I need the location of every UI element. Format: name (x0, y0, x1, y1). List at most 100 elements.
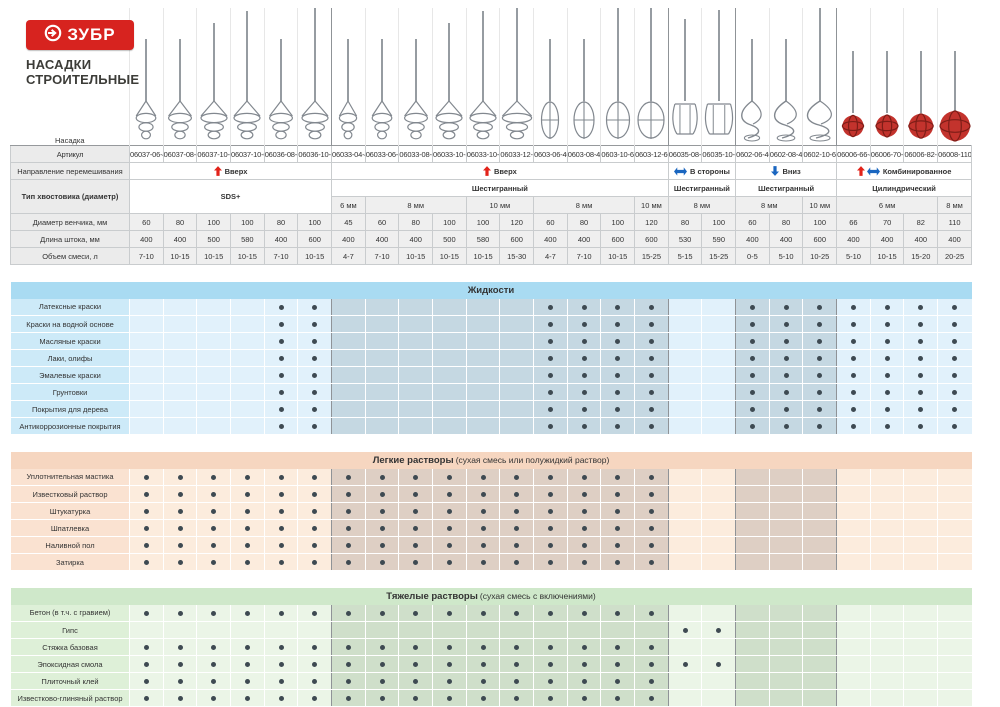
compatibility-dot (615, 679, 621, 685)
length-value: 600 (600, 230, 636, 248)
matrix-cell (364, 298, 399, 316)
matrix-cell (364, 485, 399, 503)
compatibility-dot (547, 492, 553, 498)
shank-row-label: Тип хвостовика (диаметр) (10, 179, 130, 214)
matrix-cell (533, 468, 568, 486)
matrix-row-label: Уплотнительная мастика (10, 468, 130, 486)
matrix-cell (836, 332, 871, 350)
compatibility-dot (918, 373, 924, 379)
length-value: 500 (432, 230, 467, 248)
compatibility-dot (446, 509, 452, 515)
compatibility-dot (615, 339, 621, 345)
down-arrow-icon (771, 166, 780, 176)
matrix-cell (701, 383, 736, 401)
matrix-cell (196, 689, 231, 707)
volume-value: 15-30 (499, 247, 535, 265)
matrix-cell (398, 315, 433, 333)
matrix-cell (230, 638, 265, 656)
matrix-cell (566, 349, 601, 367)
matrix-row: Масляные краски (10, 332, 972, 350)
matrix-row: Бетон (в т.ч. с гравием) (10, 604, 972, 622)
diameter-value: 66 (836, 213, 871, 231)
matrix-cell (331, 655, 366, 673)
compatibility-dot (312, 543, 318, 549)
compatibility-dot (446, 662, 452, 668)
matrix-cell (937, 468, 972, 486)
catalog-page: ЗУБР НАСАДКИ СТРОИТЕЛЬНЫЕ Насадка (10, 8, 972, 707)
matrix-cell (162, 332, 197, 350)
compatibility-dot (615, 424, 621, 430)
matrix-cell (802, 383, 837, 401)
compatibility-dot (143, 509, 149, 515)
paddle-image (869, 8, 904, 146)
diameter-value: 110 (937, 213, 972, 231)
matrix-cell (162, 536, 197, 554)
matrix-cell (634, 383, 669, 401)
matrix-cell (802, 536, 837, 554)
volume-value: 10-15 (432, 247, 467, 265)
matrix-cell (432, 621, 467, 639)
matrix-cell (331, 604, 366, 622)
matrix-cell (162, 638, 197, 656)
matrix-cell (230, 417, 265, 435)
matrix-cell (499, 485, 534, 503)
matrix-cell (802, 468, 837, 486)
compatibility-dot (918, 407, 924, 413)
matrix-row-label: Наливной пол (10, 536, 130, 554)
compatibility-dot (682, 662, 688, 668)
diameter-value: 80 (263, 213, 299, 231)
matrix-cell (499, 349, 534, 367)
compatibility-dot (850, 356, 856, 362)
matrix-row-label: Плиточный клей (10, 672, 130, 690)
length-value: 580 (230, 230, 265, 248)
compatibility-dot (514, 662, 520, 668)
matrix-cell (196, 604, 231, 622)
compatibility-dot (379, 474, 385, 480)
compatibility-dot (952, 304, 958, 310)
compatibility-dot (547, 373, 553, 379)
matrix-cell (533, 655, 568, 673)
matrix-cell (735, 536, 770, 554)
compatibility-dot (143, 543, 149, 549)
matrix-cell (634, 298, 669, 316)
matrix-cell (836, 519, 871, 537)
up-arrow-icon (213, 166, 222, 176)
article-number: 06033-08-40 (398, 145, 434, 163)
compatibility-dot (547, 543, 553, 549)
diameter-row-label: Диаметр венчика, мм (10, 213, 130, 231)
matrix-cell (331, 400, 366, 418)
compatibility-dot (278, 560, 284, 566)
matrix-cell (667, 366, 702, 384)
matrix-cell (364, 638, 399, 656)
compatibility-dot (615, 474, 621, 480)
matrix-cell (667, 417, 702, 435)
matrix-cell (432, 689, 467, 707)
length-value: 400 (162, 230, 198, 248)
matrix-cell (903, 502, 938, 520)
compatibility-dot (581, 662, 587, 668)
compatibility-dot (547, 424, 553, 430)
section-title: Жидкости (467, 284, 515, 296)
shank-type-cell: Шестигранный (331, 179, 669, 197)
matrix-row-label: Масляные краски (10, 332, 130, 350)
compatibility-dot (177, 610, 183, 616)
length-value: 400 (768, 230, 804, 248)
matrix-cell (129, 332, 164, 350)
length-value: 500 (196, 230, 232, 248)
compatibility-dot (244, 610, 250, 616)
matrix-cell (129, 298, 164, 316)
compatibility-dot (143, 679, 149, 685)
compatibility-dot (278, 304, 284, 310)
spec-table: Насадка (10, 8, 972, 707)
matrix-cell (903, 553, 938, 571)
diameter-value: 120 (499, 213, 535, 231)
diameter-value: 60 (364, 213, 400, 231)
compatibility-dot (884, 356, 890, 362)
matrix-cell (533, 366, 568, 384)
matrix-row-label: Бетон (в т.ч. с гравием) (10, 604, 130, 622)
article-number: 0602-10-60 (802, 145, 838, 163)
matrix-cell (230, 383, 265, 401)
matrix-cell (129, 485, 164, 503)
matrix-cell (162, 672, 197, 690)
diameter-value: 80 (398, 213, 434, 231)
